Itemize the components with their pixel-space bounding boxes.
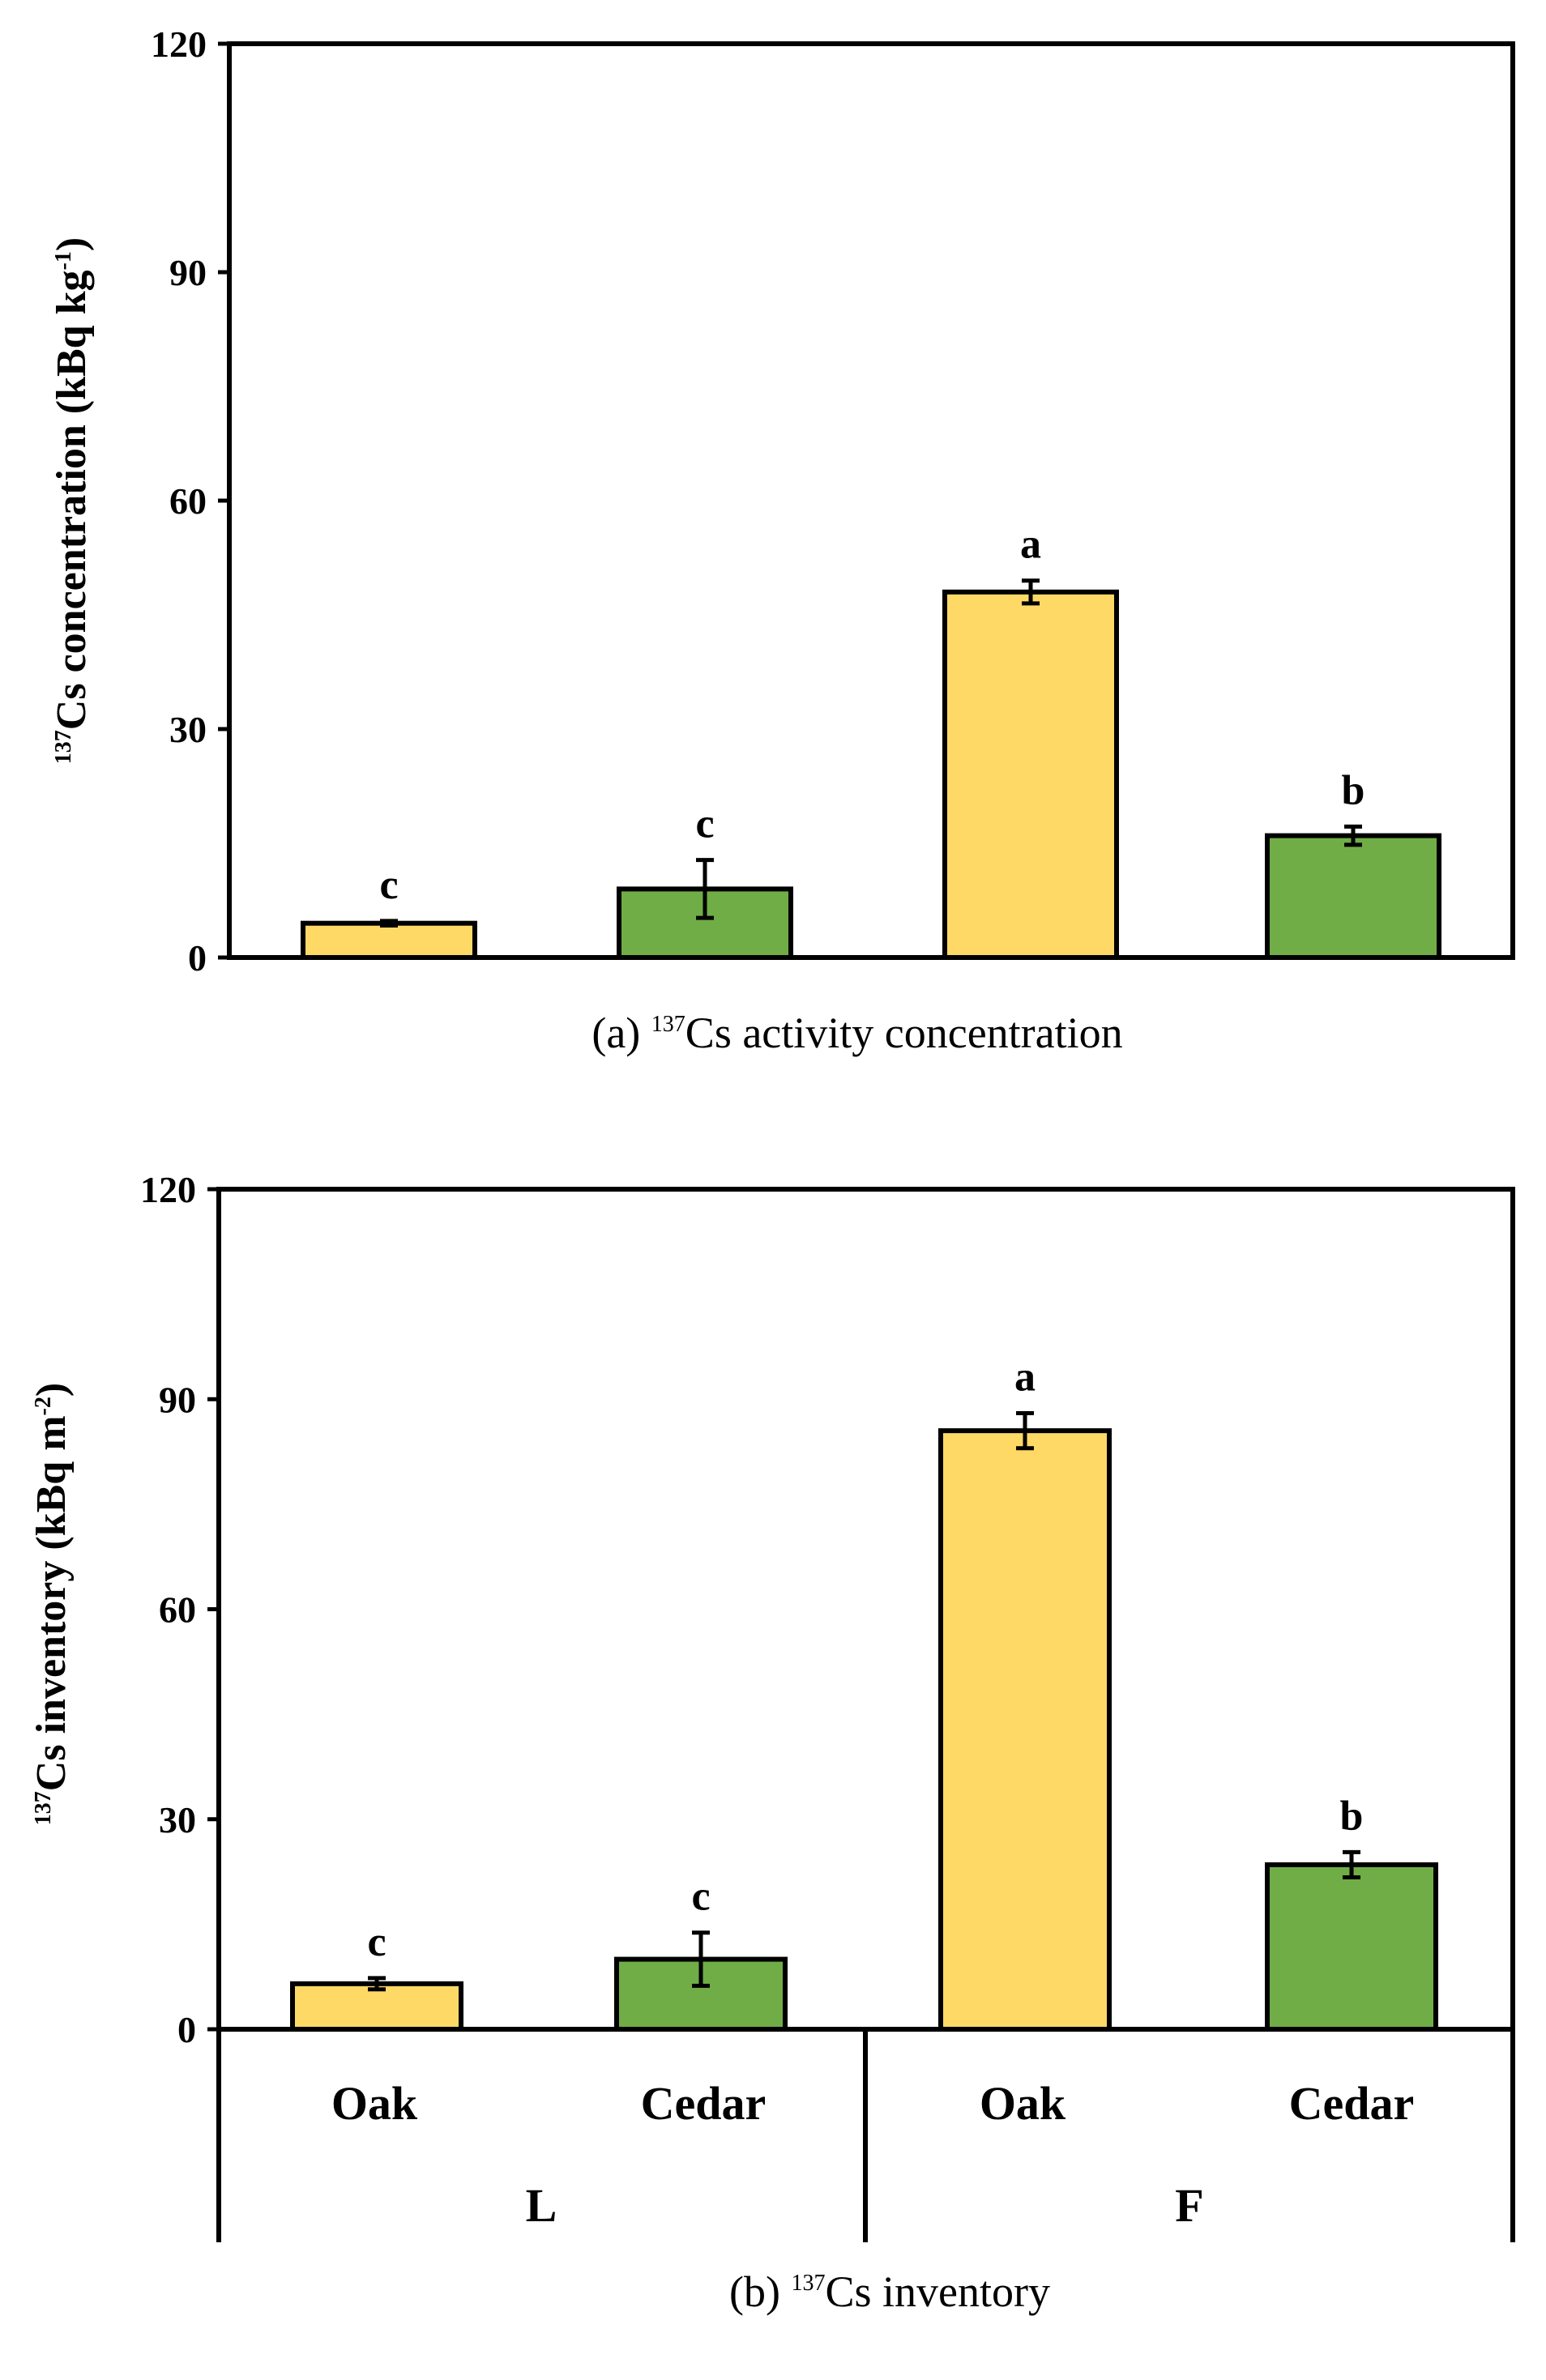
panel-a-caption: (a) 137Cs activity concentration [591, 1009, 1122, 1057]
panel-b-category-label: Cedar [1289, 2077, 1415, 2130]
significance-letter: c [367, 1919, 386, 1965]
panel-a-y-axis-label: 137Cs concentration (kBq kg-1) [49, 237, 95, 764]
panel-b-category-axis [216, 2029, 1515, 2242]
error-bar [368, 1976, 386, 1992]
error-bar [1022, 578, 1040, 606]
y-tick-label: 30 [169, 709, 207, 750]
bar [301, 920, 477, 960]
panel-a: c c a b 0 30 60 90 120 137Cs concentration (kBq… [49, 23, 1515, 1057]
panel-a-ticks: 0 30 60 90 120 [151, 23, 229, 979]
panel-b-ticks: 0 30 60 90 120 [140, 1169, 219, 2050]
significance-letter: b [1340, 1793, 1364, 1839]
y-tick-label: 120 [151, 23, 207, 65]
panel-b-category-label: Cedar [641, 2077, 767, 2130]
panel-b-bars: c c a b [290, 1354, 1438, 2032]
panel-b-group-label: L [526, 2179, 557, 2232]
bar [942, 589, 1119, 960]
bar [1265, 1862, 1438, 2032]
error-bar [692, 1930, 710, 1988]
y-tick-label: 60 [159, 1589, 196, 1631]
y-tick-label: 90 [169, 252, 207, 293]
panel-b-y-axis-label: 137Cs inventory (kBq m-2) [28, 1383, 75, 1825]
y-tick-label: 30 [159, 1799, 196, 1840]
panel-b-group-label: F [1175, 2179, 1203, 2232]
y-tick-label: 0 [188, 937, 207, 979]
significance-letter: a [1014, 1354, 1036, 1401]
y-tick-label: 90 [159, 1379, 196, 1420]
error-bar [1343, 1849, 1360, 1879]
error-bar [696, 858, 714, 920]
significance-letter: a [1020, 522, 1041, 568]
bar [1265, 833, 1441, 960]
panel-a-bars: c c a b [301, 522, 1441, 961]
bar [290, 1981, 463, 2032]
y-tick-label: 120 [140, 1169, 196, 1210]
panel-b-category-label: Oak [980, 2077, 1066, 2130]
bar [938, 1428, 1112, 2032]
panel-a-plot-frame [227, 41, 1515, 960]
y-tick-label: 60 [169, 480, 207, 522]
significance-letter: c [695, 801, 714, 847]
y-tick-label: 0 [177, 2009, 196, 2050]
error-bar [380, 919, 398, 928]
error-bar [1344, 824, 1362, 847]
error-bar [1016, 1411, 1034, 1451]
panel-b-category-label: Oak [331, 2077, 418, 2130]
significance-letter: c [691, 1874, 710, 1920]
significance-letter: c [379, 862, 398, 908]
panel-b-caption: (b) 137Cs inventory [729, 2267, 1050, 2316]
significance-letter: b [1342, 767, 1365, 813]
